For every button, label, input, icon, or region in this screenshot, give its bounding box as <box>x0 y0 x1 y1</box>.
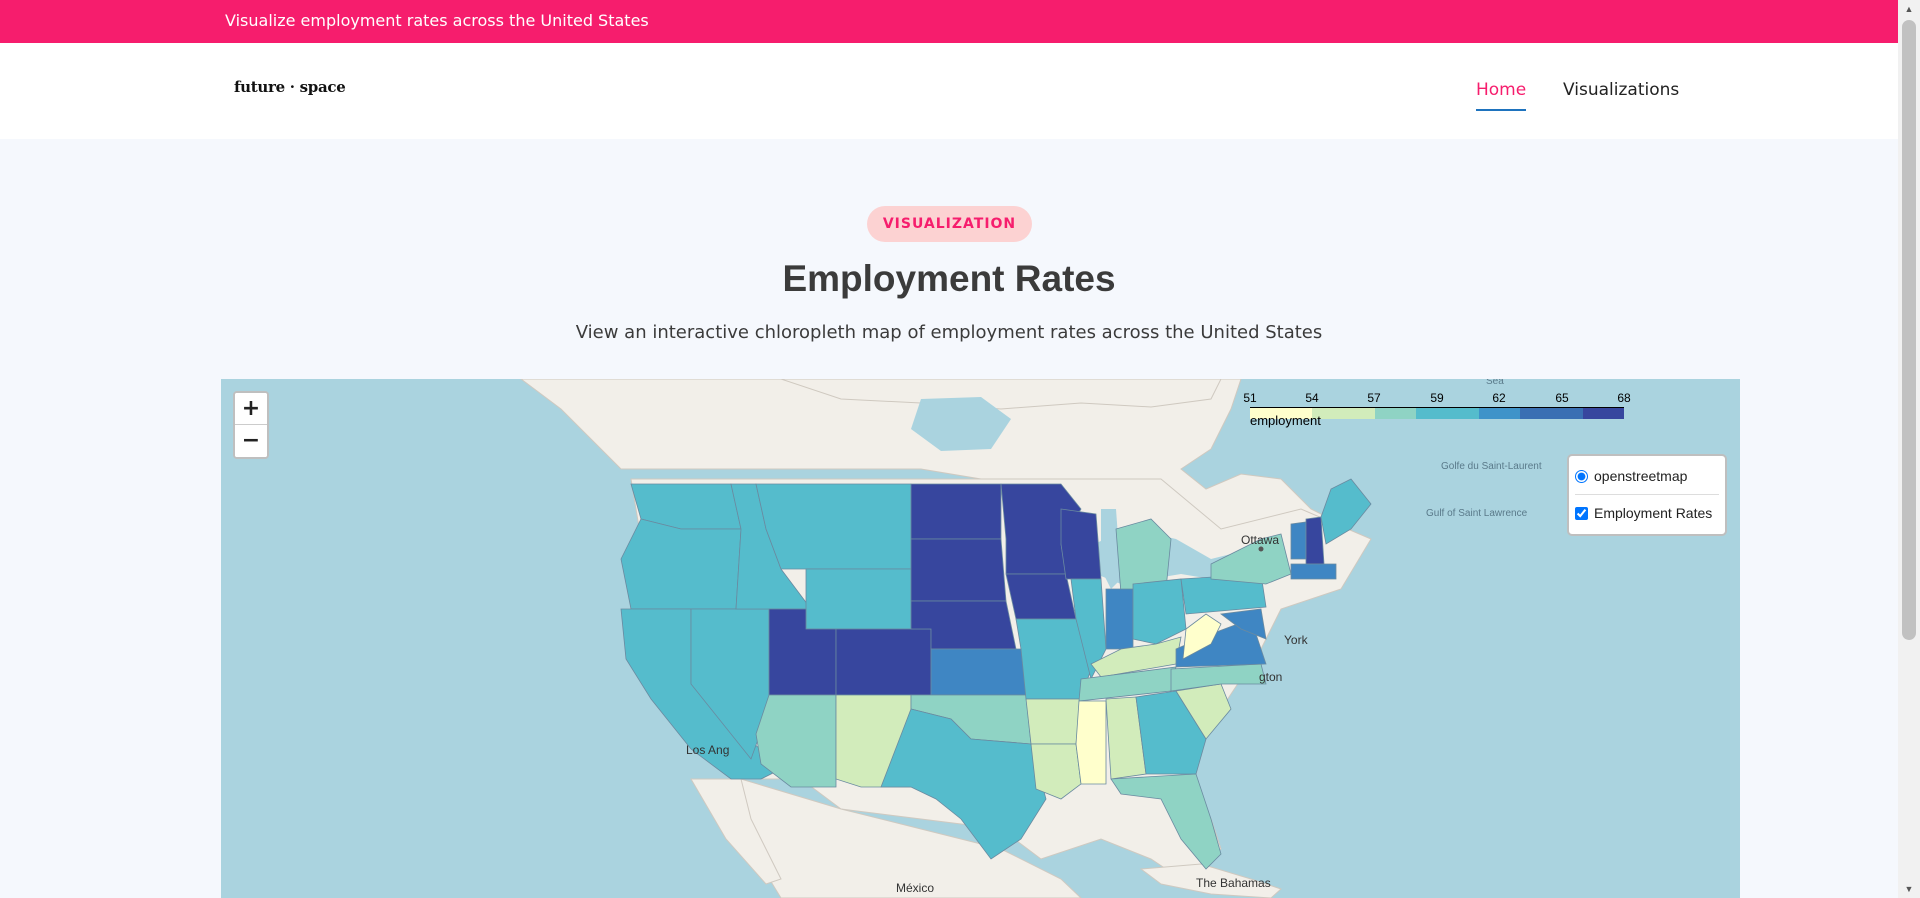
legend-label: employment <box>1250 413 1321 428</box>
legend-tick: 68 <box>1617 391 1631 405</box>
label-washington: gton <box>1259 670 1282 684</box>
legend-color-segment <box>1333 408 1354 419</box>
legend-tick: 51 <box>1243 391 1257 405</box>
top-banner-text: Visualize employment rates across the Un… <box>225 11 649 30</box>
label-sea: Sea <box>1486 379 1504 387</box>
legend-color-segment <box>1582 408 1604 419</box>
state-MA <box>1290 563 1337 580</box>
legend-color-segment <box>1603 408 1625 419</box>
top-banner: Visualize employment rates across the Un… <box>0 0 1898 43</box>
state-shapes[interactable] <box>620 478 1372 870</box>
state-WI <box>1060 508 1102 580</box>
state-OH <box>1132 578 1187 645</box>
label-los-angeles: Los Ang <box>686 743 729 757</box>
state-AR <box>1025 698 1082 745</box>
legend-tick: 62 <box>1492 391 1506 405</box>
state-ND <box>910 483 1002 540</box>
state-SD <box>910 538 1007 602</box>
legend-color-segment <box>1291 408 1313 419</box>
label-york: York <box>1284 633 1309 647</box>
legend-color-segment <box>1312 408 1334 419</box>
scroll-down-arrow-icon[interactable]: ▼ <box>1904 884 1914 894</box>
state-CO <box>835 628 932 696</box>
layer-openstreetmap[interactable]: openstreetmap <box>1575 464 1719 488</box>
legend-color-segment <box>1561 408 1583 419</box>
ottawa-marker <box>1258 546 1264 552</box>
legend-color-segment <box>1478 408 1500 419</box>
land-north <box>780 379 1222 410</box>
nav-visualizations-link[interactable]: Visualizations <box>1563 80 1680 100</box>
label-gulf: Gulf of Saint Lawrence <box>1426 508 1528 519</box>
legend-color-segment <box>1499 408 1521 419</box>
scroll-thumb[interactable] <box>1902 20 1916 640</box>
state-MI <box>1115 518 1172 595</box>
state-TX <box>880 708 1047 860</box>
navbar: future · space Home Visualizations <box>0 43 1898 139</box>
state-NH <box>1305 516 1325 565</box>
layer-openstreetmap-label: openstreetmap <box>1594 468 1688 484</box>
label-mexico: México <box>896 881 934 895</box>
color-legend: 51 54 57 59 62 65 68 employment <box>1242 391 1634 431</box>
legend-tick: 59 <box>1430 391 1444 405</box>
label-ottawa: Ottawa <box>1241 533 1279 547</box>
water-hudson <box>911 397 1011 451</box>
legend-color-segment <box>1416 408 1438 419</box>
layer-openstreetmap-radio[interactable] <box>1575 469 1588 483</box>
state-WV <box>1182 613 1222 660</box>
legend-color-segment <box>1540 408 1562 419</box>
legend-color-segment <box>1353 408 1375 419</box>
legend-tick: 54 <box>1305 391 1319 405</box>
zoom-control: + − <box>233 391 269 459</box>
scroll-up-arrow-icon[interactable]: ▲ <box>1904 4 1914 14</box>
legend-color-segment <box>1520 408 1541 419</box>
choropleth-map[interactable]: Ottawa York gton Los Ang México The Baha… <box>221 379 1740 898</box>
nav-home-link[interactable]: Home <box>1476 80 1527 111</box>
layer-employment-rates-label: Employment Rates <box>1594 505 1713 521</box>
state-MD <box>1219 608 1267 640</box>
map-canvas[interactable]: Ottawa York gton Los Ang México The Baha… <box>221 379 1740 898</box>
state-MT <box>755 483 912 570</box>
legend-color-segment <box>1395 408 1417 419</box>
legend-color-segment <box>1437 408 1458 419</box>
page-scrollbar[interactable]: ▲ ▼ <box>1898 0 1920 898</box>
state-KS <box>930 648 1027 696</box>
state-ME <box>1320 478 1372 545</box>
zoom-out-button[interactable]: − <box>235 425 267 457</box>
state-OR <box>620 518 742 610</box>
state-IA <box>1005 573 1077 620</box>
water-st-lawrence <box>1311 419 1421 509</box>
legend-color-segment <box>1270 408 1292 419</box>
legend-color-segment <box>1374 408 1396 419</box>
legend-tick: 57 <box>1367 391 1381 405</box>
zoom-in-button[interactable]: + <box>235 393 267 425</box>
legend-color-bar <box>1250 407 1625 419</box>
land-cuba <box>1139 863 1282 898</box>
label-bahamas: The Bahamas <box>1196 876 1271 890</box>
label-golfe: Golfe du Saint-Laurent <box>1441 461 1542 472</box>
section-badge: VISUALIZATION <box>867 206 1032 242</box>
layer-separator <box>1575 494 1719 495</box>
layer-control: openstreetmap Employment Rates <box>1567 454 1727 536</box>
state-LA <box>1030 743 1082 800</box>
state-FL <box>1110 773 1222 870</box>
state-VT <box>1290 521 1307 560</box>
layer-employment-rates[interactable]: Employment Rates <box>1575 501 1719 525</box>
state-IN <box>1105 588 1134 650</box>
state-WY <box>805 568 912 630</box>
legend-tick: 65 <box>1555 391 1569 405</box>
state-MS <box>1075 700 1107 785</box>
legend-color-segment <box>1250 408 1271 419</box>
page-subtitle: View an interactive chloropleth map of e… <box>575 322 1323 343</box>
logo[interactable]: future · space <box>234 78 346 96</box>
layer-employment-rates-checkbox[interactable] <box>1575 506 1588 520</box>
page-title: Employment Rates <box>782 258 1116 299</box>
legend-color-segment <box>1457 408 1479 419</box>
